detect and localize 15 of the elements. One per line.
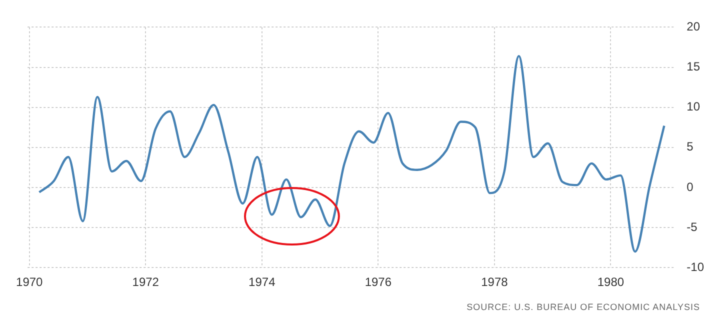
y-tick-label: 10	[686, 100, 700, 114]
y-tick-label: -10	[686, 260, 704, 274]
line-series	[38, 54, 666, 253]
x-tick-label: 1976	[364, 275, 392, 290]
source-note: SOURCE: U.S. BUREAU OF ECONOMIC ANALYSIS	[466, 302, 700, 312]
y-tick-label: 20	[686, 20, 700, 34]
y-tick-label: 0	[686, 180, 694, 194]
x-tick-label: 1970	[16, 275, 44, 290]
y-tick-label: 15	[686, 60, 700, 74]
x-tick-label: 1978	[481, 275, 508, 290]
x-tick-label: 1974	[248, 275, 276, 290]
y-tick-label: -5	[686, 220, 698, 234]
x-tick-label: 1980	[597, 275, 624, 290]
y-tick-label: 5	[686, 140, 694, 154]
x-tick-label: 1972	[132, 275, 160, 290]
